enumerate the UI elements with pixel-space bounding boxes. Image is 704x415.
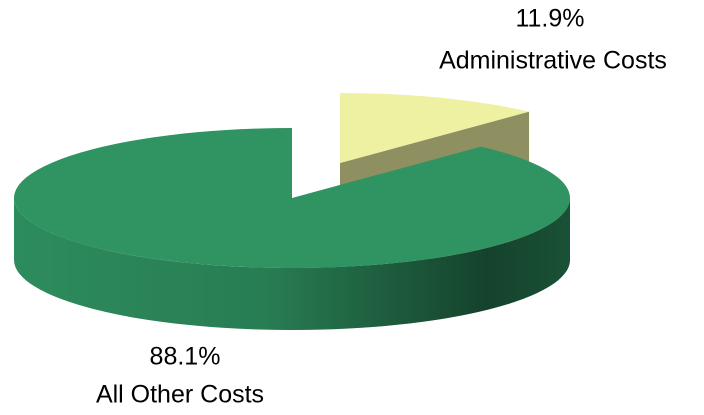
- slice-wall-shade: [14, 198, 570, 330]
- pie: [14, 93, 571, 330]
- slice-value-label: 88.1%: [150, 343, 221, 371]
- slice-label: Administrative Costs: [439, 47, 667, 75]
- slice: [14, 128, 571, 268]
- slice-label: All Other Costs: [96, 381, 264, 409]
- slice: [340, 93, 530, 163]
- slice-value-label: 11.9%: [515, 5, 584, 33]
